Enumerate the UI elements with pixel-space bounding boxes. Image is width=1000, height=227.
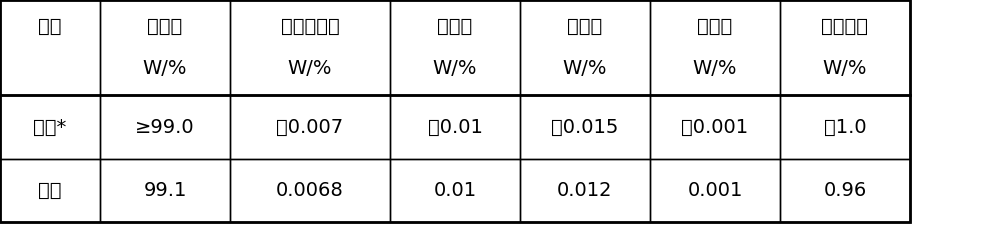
Text: W/%: W/% [693, 59, 737, 78]
Text: 硝酸盐: 硝酸盐 [567, 17, 603, 36]
Text: 氯化物: 氯化物 [697, 17, 733, 36]
Text: 项目: 项目 [38, 17, 62, 36]
Text: W/%: W/% [823, 59, 867, 78]
Text: W/%: W/% [563, 59, 607, 78]
Text: W/%: W/% [433, 59, 477, 78]
Text: 0.01: 0.01 [433, 181, 477, 200]
Text: 盐酸不容物: 盐酸不容物 [281, 17, 339, 36]
Text: 干燥失重: 干燥失重 [822, 17, 868, 36]
Text: 硫酸盐: 硫酸盐 [437, 17, 473, 36]
Text: 0.012: 0.012 [557, 181, 613, 200]
Text: W/%: W/% [288, 59, 332, 78]
Text: 0.001: 0.001 [687, 181, 743, 200]
Text: ＜0.015: ＜0.015 [551, 118, 619, 137]
Text: 国标*: 国标* [33, 118, 67, 137]
Text: 99.1: 99.1 [143, 181, 187, 200]
Text: 样品: 样品 [38, 181, 62, 200]
Text: ≥99.0: ≥99.0 [135, 118, 195, 137]
Text: ＜0.01: ＜0.01 [428, 118, 482, 137]
Text: 碳酸锶: 碳酸锶 [147, 17, 183, 36]
Text: 0.96: 0.96 [823, 181, 867, 200]
Text: ＜1.0: ＜1.0 [824, 118, 866, 137]
Text: ＜0.001: ＜0.001 [681, 118, 749, 137]
Text: ＜0.007: ＜0.007 [276, 118, 344, 137]
Text: W/%: W/% [143, 59, 187, 78]
Text: 0.0068: 0.0068 [276, 181, 344, 200]
